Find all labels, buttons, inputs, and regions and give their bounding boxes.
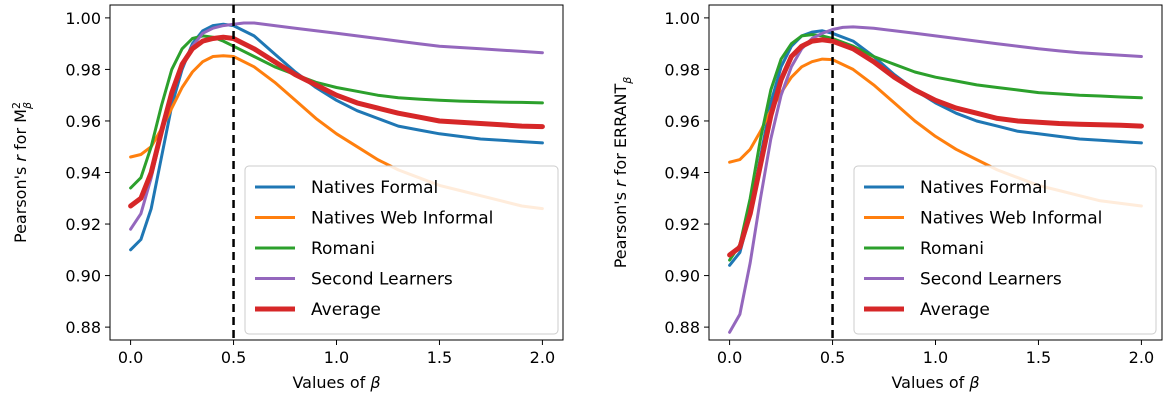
legend-box [853, 165, 1157, 335]
x-tick-label: 1.5 [1026, 348, 1051, 367]
x-tick-label: 1.0 [324, 348, 349, 367]
y-tick-label: 0.90 [65, 267, 101, 286]
y-tick-label: 1.00 [65, 9, 101, 28]
series-line-average [128, 34, 545, 209]
legend: Natives Formal Natives Web Informal Romani… [853, 165, 1157, 335]
legend-label: Average [920, 300, 990, 320]
legend-item: Natives Web Informal [864, 209, 1102, 229]
x-tick-label: 0.5 [221, 348, 246, 367]
legend-label: Second Learners [311, 270, 453, 290]
y-tick-label: 0.98 [65, 60, 101, 79]
legend-item: Second Learners [255, 270, 453, 290]
x-tick-label: 0.0 [717, 348, 742, 367]
y-tick-label: 0.98 [664, 60, 700, 79]
y-tick-label: 0.88 [664, 318, 700, 337]
legend-label: Romani [920, 239, 984, 259]
series-line-natives-formal [129, 22, 544, 252]
y-tick-label: 1.00 [664, 9, 700, 28]
x-tick-label: 2.0 [1129, 348, 1154, 367]
legend-item: Natives Formal [864, 178, 1047, 198]
series-line-romani [728, 33, 1143, 262]
legend-item: Natives Web Informal [255, 209, 493, 229]
x-tick-label: 1.0 [923, 348, 948, 367]
x-tick-label: 2.0 [530, 348, 555, 367]
legend-item: Romani [255, 239, 375, 259]
x-tick-label: 0.0 [118, 348, 143, 367]
series-line-average [727, 37, 1144, 258]
legend-label: Natives Formal [311, 178, 438, 198]
x-axis-label: Values of β [292, 373, 380, 392]
x-tick-label: 1.5 [427, 348, 452, 367]
chart-panel-1: 0.0 0.5 1.0 1.5 2.0 0.88 0.90 0.92 0.94 0.96 0.98 1… [10, 4, 564, 392]
y-tick-label: 0.96 [65, 112, 101, 131]
legend-box [244, 165, 559, 335]
plot-area [128, 21, 545, 252]
series-line-natives-formal [728, 29, 1143, 267]
y-tick-label: 0.90 [664, 267, 700, 286]
legend-label: Natives Web Informal [920, 209, 1102, 229]
chart-panel-2: 0.0 0.5 1.0 1.5 2.0 0.88 0.90 0.92 0.94 0.96 0.98 1… [611, 4, 1163, 392]
legend-label: Natives Web Informal [311, 209, 493, 229]
x-tick-label: 0.5 [820, 348, 845, 367]
legend-item: Natives Formal [255, 178, 438, 198]
legend-label: Romani [311, 239, 375, 259]
y-axis-label: Pearson's r for M2β [10, 102, 34, 243]
legend-label: Second Learners [920, 270, 1062, 290]
x-axis-label: Values of β [891, 373, 979, 392]
legend-item: Average [864, 300, 990, 320]
series-line-second-learners [728, 25, 1143, 334]
y-tick-label: 0.96 [664, 112, 700, 131]
y-tick-label: 0.92 [664, 215, 700, 234]
y-tick-label: 0.88 [65, 318, 101, 337]
legend-label: Natives Formal [920, 178, 1047, 198]
y-tick-label: 0.94 [65, 164, 101, 183]
legend-item: Romani [864, 239, 984, 259]
series-line-romani [129, 34, 544, 190]
legend-item: Second Learners [864, 270, 1062, 290]
y-tick-label: 0.94 [664, 164, 700, 183]
legend-item: Average [255, 300, 381, 320]
y-tick-label: 0.92 [65, 215, 101, 234]
y-axis-label: Pearson's r for ERRANTβ [611, 77, 634, 269]
legend-label: Average [311, 300, 381, 320]
legend: Natives Formal Natives Web Informal Romani… [244, 165, 559, 335]
